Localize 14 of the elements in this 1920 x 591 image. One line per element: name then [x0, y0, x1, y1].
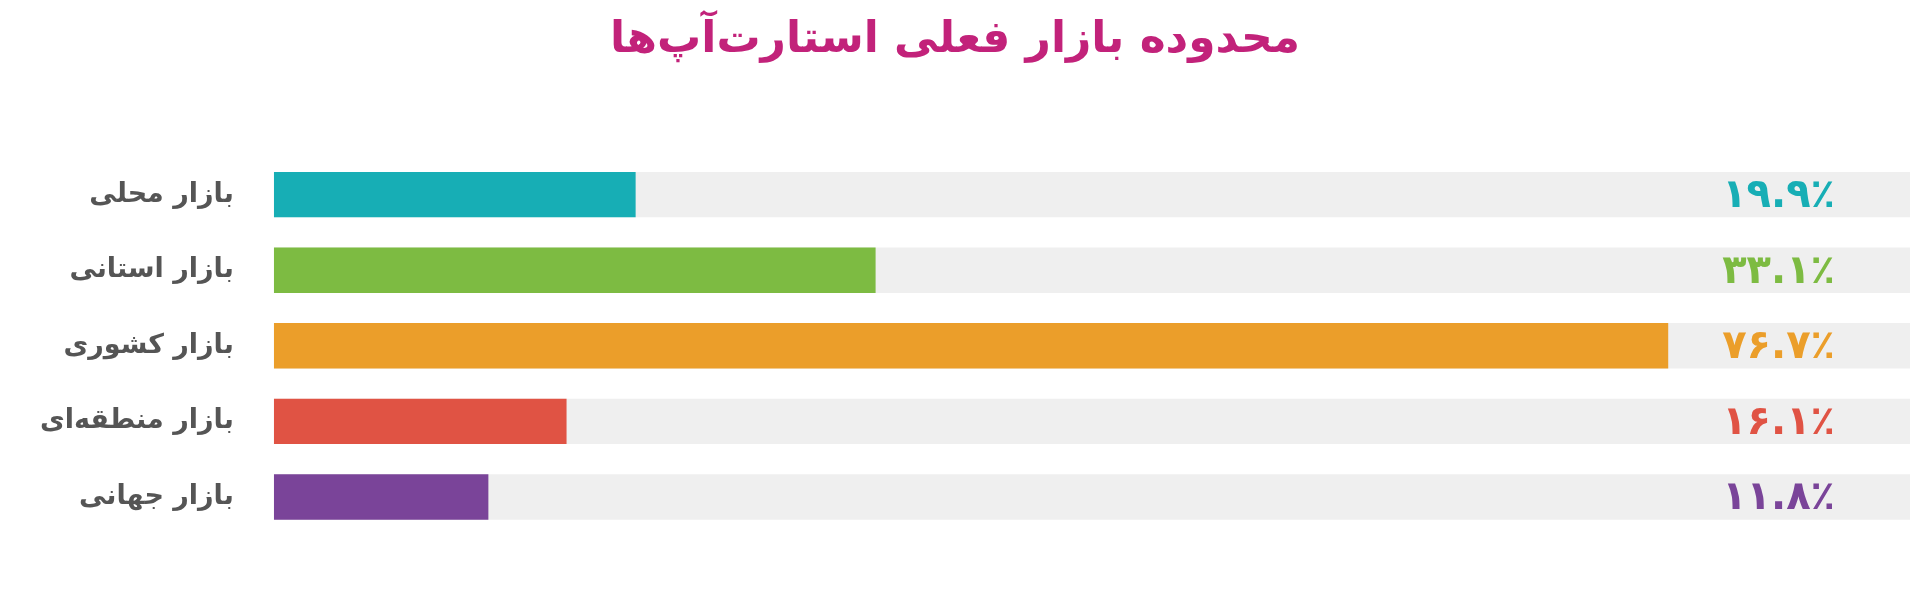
data-label: ۱۱.۸٪ [1722, 472, 1835, 519]
y-tick-label: بازار استانی [69, 252, 234, 285]
y-tick-label: بازار جهانی [78, 479, 234, 512]
chart-title: محدوده بازار فعلی استارت‌آپ‌ها [610, 8, 1300, 63]
y-tick-label: بازار کشوری [63, 327, 234, 360]
data-label: ۱۹.۹٪ [1722, 169, 1835, 216]
bar [273, 398, 567, 445]
y-tick-label: بازار منطقه‌ای [39, 403, 234, 436]
bar [273, 171, 636, 218]
data-label: ۱۶.۱٪ [1722, 396, 1835, 443]
data-label: ۳۳.۱٪ [1722, 245, 1835, 292]
y-tick-label: بازار محلی [89, 176, 234, 209]
bar [273, 474, 489, 520]
data-label: ۷۶.۷٪ [1722, 321, 1835, 368]
